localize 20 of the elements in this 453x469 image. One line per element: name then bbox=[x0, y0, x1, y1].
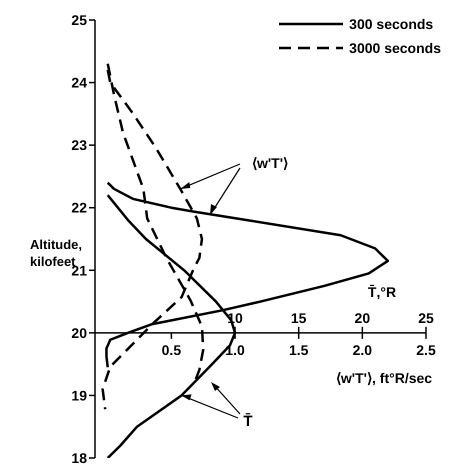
x-tick-label: 1.5 bbox=[288, 342, 309, 358]
y-tick-label: 23 bbox=[71, 137, 88, 154]
y-tick-label: 20 bbox=[71, 324, 88, 341]
x2-tick-label: 25 bbox=[418, 310, 434, 326]
x2-tick-label: 20 bbox=[354, 310, 370, 326]
x-tick-label: 2.0 bbox=[352, 342, 372, 358]
y-tick-label: 24 bbox=[71, 74, 88, 91]
y-tick-label: 22 bbox=[71, 200, 88, 216]
x2-tick-label: 15 bbox=[290, 310, 307, 326]
annotation: ⟨w'T'⟩ bbox=[252, 155, 288, 171]
legend-label: 3000 seconds bbox=[349, 40, 441, 56]
y-tick-label: 25 bbox=[71, 12, 88, 28]
y-tick-label: 18 bbox=[71, 450, 88, 466]
legend-label: 300 seconds bbox=[349, 16, 434, 32]
x-tick-label: 2.5 bbox=[416, 342, 436, 358]
x2-axis-title: T̄,°R bbox=[368, 284, 396, 300]
y-tick-label: 19 bbox=[71, 387, 88, 404]
x-axis-title: ⟨w'T'⟩, ft°R/sec bbox=[336, 370, 432, 386]
x-tick-label: 0.5 bbox=[162, 342, 182, 358]
annotation: T̄ bbox=[243, 413, 253, 430]
